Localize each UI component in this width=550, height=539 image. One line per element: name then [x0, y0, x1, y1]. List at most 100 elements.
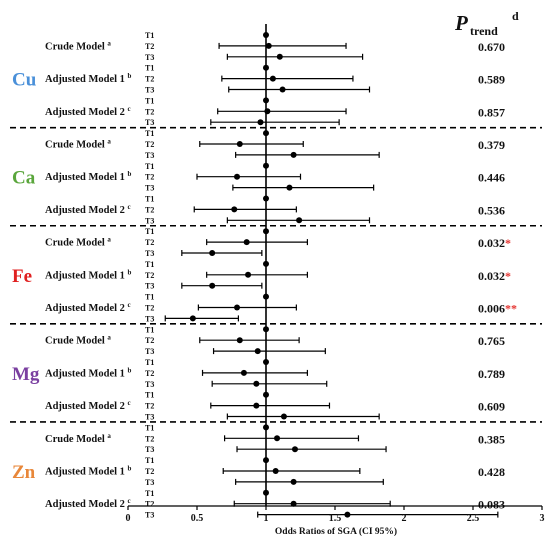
odds-ratio-point	[296, 217, 303, 224]
model-label: Adjusted Model 2 c	[45, 301, 131, 314]
odds-ratio-point	[264, 108, 271, 115]
significance-star: *	[505, 236, 511, 250]
tertile-label-t3: T3	[145, 53, 154, 62]
model-label: Adjusted Model 1 b	[45, 268, 132, 281]
x-tick-label: 1.5	[329, 513, 342, 524]
odds-ratio-point	[231, 206, 238, 213]
significance-star: **	[505, 302, 517, 316]
odds-ratio-point	[265, 42, 272, 49]
p-value: 0.589	[478, 73, 505, 87]
odds-ratio-point	[189, 315, 196, 322]
tertile-label-t3: T3	[145, 347, 154, 356]
tertile-label-t1: T1	[145, 31, 154, 40]
tertile-label-t1: T1	[145, 195, 154, 204]
tertile-label-t1: T1	[145, 260, 154, 269]
p-value: 0.789	[478, 367, 505, 381]
model-label: Crude Model a	[45, 236, 111, 249]
tertile-label-t1: T1	[145, 227, 154, 236]
model-label: Crude Model a	[45, 334, 111, 347]
model-label: Adjusted Model 2 c	[45, 497, 131, 510]
model-label: Adjusted Model 2 c	[45, 203, 131, 216]
odds-ratio-point	[263, 326, 269, 333]
p-value: 0.857	[478, 105, 505, 119]
odds-ratio-point	[263, 32, 269, 38]
tertile-label-t2: T2	[145, 140, 154, 149]
p-value: 0.032*	[478, 269, 511, 283]
tertile-label-t2: T2	[145, 271, 154, 280]
tertile-label-t1: T1	[145, 293, 154, 302]
p-value: 0.446	[478, 171, 505, 185]
tertile-label-t2: T2	[145, 369, 154, 378]
odds-ratio-point	[272, 468, 279, 474]
tertile-label-t3: T3	[145, 282, 154, 291]
odds-ratio-point	[290, 151, 297, 158]
model-label-superscript: a	[107, 138, 111, 146]
model-label-superscript: c	[128, 203, 131, 211]
odds-ratio-point	[253, 402, 260, 409]
p-value: 0.083	[478, 498, 505, 512]
odds-ratio-point	[279, 86, 286, 93]
p-value: 0.609	[478, 400, 505, 414]
tertile-label-t3: T3	[145, 478, 154, 487]
p-superscript: d	[512, 9, 519, 23]
p-value: 0.385	[478, 432, 505, 446]
tertile-label-t2: T2	[145, 336, 154, 345]
odds-ratio-point	[236, 337, 243, 344]
odds-ratio-point	[290, 478, 297, 485]
odds-ratio-point	[254, 348, 261, 355]
metal-label-fe: Fe	[12, 266, 32, 287]
tertile-label-t3: T3	[145, 445, 154, 454]
odds-ratio-point	[263, 359, 269, 365]
model-label: Adjusted Model 2 c	[45, 105, 131, 118]
p-value: 0.765	[478, 334, 505, 348]
p-trend-header: P trend d	[454, 9, 519, 38]
tertile-label-t1: T1	[145, 423, 154, 432]
model-label-superscript: b	[128, 72, 132, 80]
odds-ratio-point	[263, 391, 269, 398]
model-label-superscript: c	[128, 497, 131, 505]
tertile-label-t2: T2	[145, 434, 154, 443]
tertile-label-t3: T3	[145, 216, 154, 225]
tertile-label-t2: T2	[145, 107, 154, 116]
model-label: Adjusted Model 1 b	[45, 465, 132, 478]
tertile-label-t2: T2	[145, 467, 154, 476]
tertile-label-t1: T1	[145, 64, 154, 73]
odds-ratio-point	[263, 489, 269, 496]
metal-label-mg: Mg	[12, 364, 40, 385]
x-axis-label: Odds Ratios of SGA (CI 95%)	[275, 526, 397, 537]
odds-ratio-point	[236, 141, 243, 147]
model-label-superscript: c	[128, 399, 131, 407]
metal-label-ca: Ca	[12, 168, 36, 189]
odds-ratio-point	[245, 271, 252, 278]
model-label-superscript: c	[128, 301, 131, 309]
tertile-label-t2: T2	[145, 173, 154, 182]
tertile-label-t3: T3	[145, 511, 154, 520]
tertile-label-t3: T3	[145, 380, 154, 389]
model-label-superscript: a	[107, 39, 111, 47]
odds-ratio-point	[240, 369, 247, 376]
odds-ratio-point	[263, 260, 269, 267]
odds-ratio-point	[253, 380, 260, 387]
model-label: Crude Model a	[45, 432, 111, 445]
odds-ratio-point	[291, 446, 298, 453]
model-label: Crude Model a	[45, 39, 111, 52]
significance-star: *	[505, 269, 511, 283]
odds-ratio-point	[263, 130, 269, 137]
p-value: 0.379	[478, 138, 505, 152]
odds-ratio-point	[263, 195, 269, 202]
x-tick-label: 1	[264, 513, 269, 524]
p-subscript: trend	[470, 24, 498, 38]
x-tick-label: 2.5	[467, 513, 480, 524]
p-value: 0.670	[478, 40, 505, 54]
p-symbol: P	[454, 11, 468, 35]
odds-ratio-point	[286, 184, 293, 191]
tertile-label-t1: T1	[145, 325, 154, 334]
model-label: Crude Model a	[45, 138, 111, 151]
odds-ratio-point	[274, 435, 281, 442]
tertile-label-t3: T3	[145, 413, 154, 422]
odds-ratio-point	[263, 162, 269, 169]
model-label-superscript: c	[128, 105, 131, 113]
x-tick-label: 0	[126, 513, 131, 524]
metal-label-zn: Zn	[12, 462, 36, 483]
